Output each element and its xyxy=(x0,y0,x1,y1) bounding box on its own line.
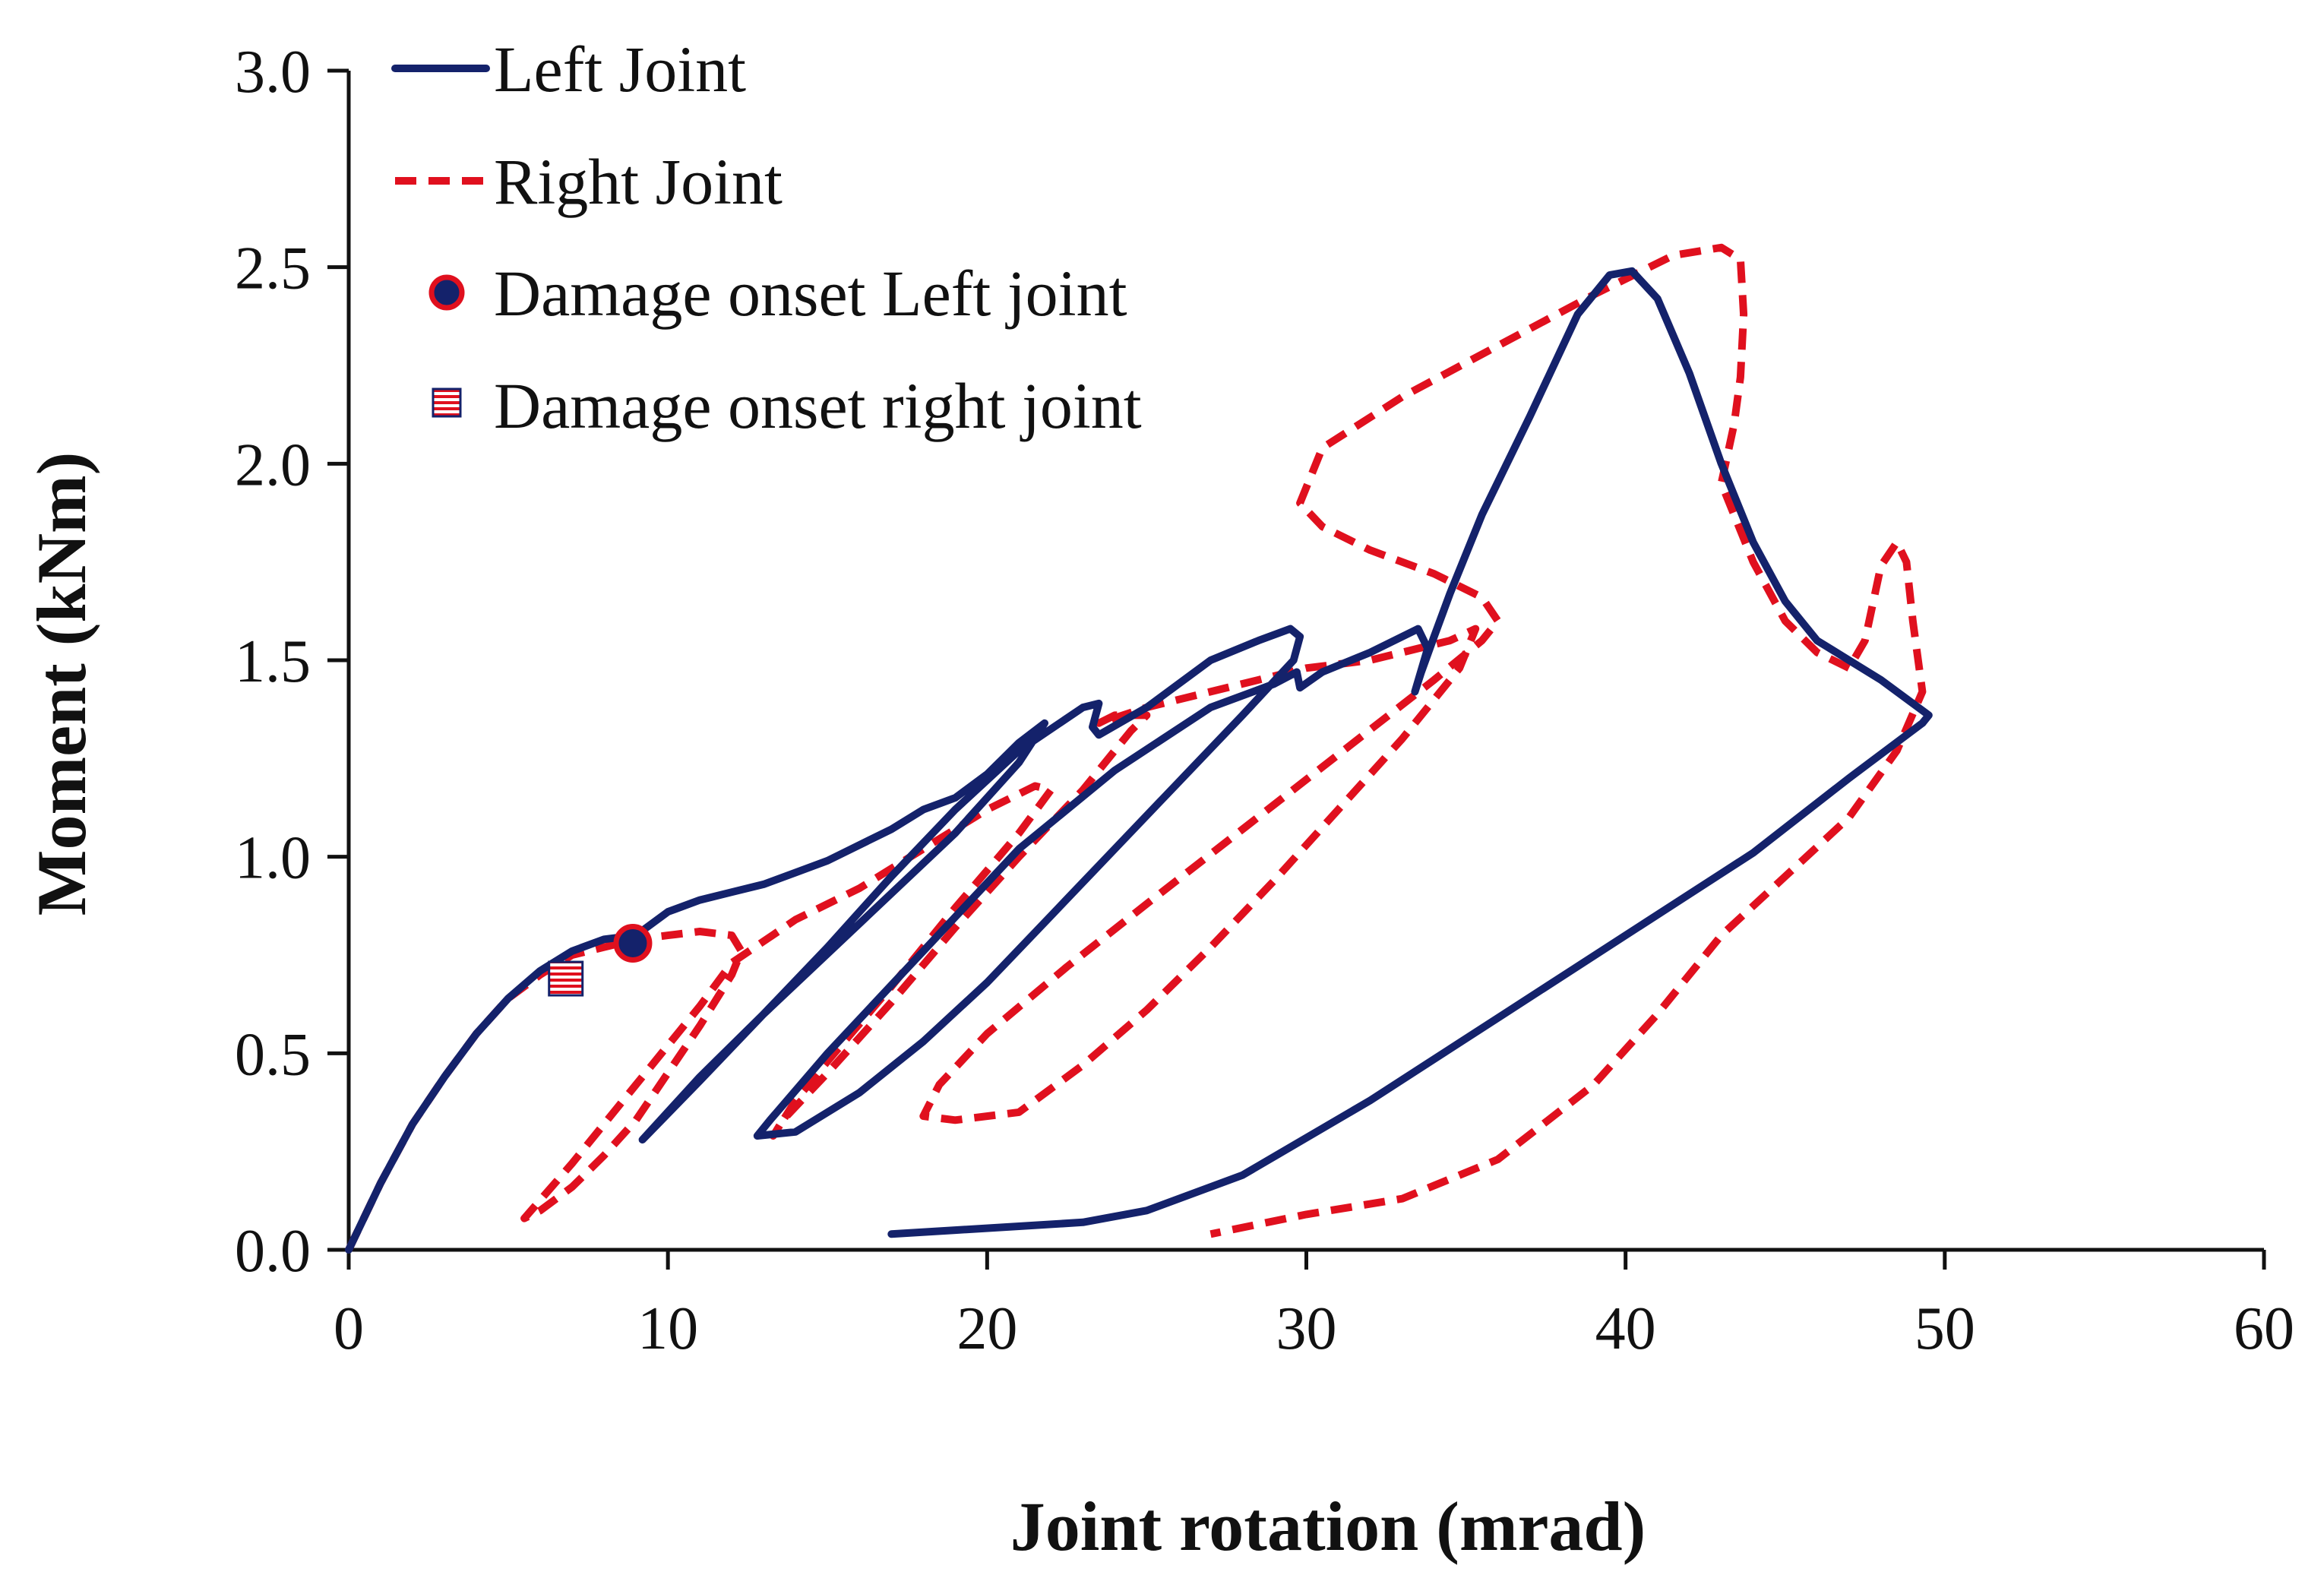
x-ticks: 0 10 20 30 40 50 60 xyxy=(334,1250,2294,1362)
x-tick-label: 30 xyxy=(1276,1295,1337,1362)
y-tick-label: 0.5 xyxy=(235,1021,311,1088)
y-tick-label: 1.5 xyxy=(235,628,311,695)
y-axis-title: Moment (kNm) xyxy=(23,452,100,916)
legend-right-joint-label: Right Joint xyxy=(494,145,783,218)
y-tick-label: 2.0 xyxy=(235,432,311,498)
legend-damage-right-swatch xyxy=(432,387,462,418)
x-tick-label: 0 xyxy=(334,1295,364,1362)
legend: Left Joint Right Joint Damage onset Left… xyxy=(391,33,1142,442)
axes: 0 10 20 30 40 50 60 0.0 0.5 1.0 1.5 2.0 2.5 3.0 xyxy=(235,39,2294,1362)
x-tick-label: 50 xyxy=(1915,1295,1975,1362)
damage-onset-right-marker xyxy=(548,960,584,997)
marker-layer xyxy=(548,923,653,997)
legend-damage-left-label: Damage onset Left joint xyxy=(494,257,1127,330)
y-tick-label: 0.0 xyxy=(235,1218,311,1285)
x-tick-label: 10 xyxy=(637,1295,698,1362)
x-tick-label: 40 xyxy=(1595,1295,1656,1362)
y-tick-label: 2.5 xyxy=(235,236,311,302)
legend-damage-left-swatch xyxy=(428,274,465,311)
y-ticks: 0.0 0.5 1.0 1.5 2.0 2.5 3.0 xyxy=(235,39,349,1285)
series-layer xyxy=(345,243,1933,1254)
damage-onset-left-marker xyxy=(613,923,653,963)
x-tick-label: 60 xyxy=(2234,1295,2294,1362)
y-tick-label: 1.0 xyxy=(235,825,311,892)
x-tick-label: 20 xyxy=(956,1295,1017,1362)
legend-damage-right-label: Damage onset right joint xyxy=(494,369,1142,442)
series-left-joint-line xyxy=(345,267,1933,1254)
legend-left-joint-label: Left Joint xyxy=(494,33,746,106)
y-tick-label: 3.0 xyxy=(235,39,311,106)
series-right-joint-line xyxy=(345,243,1927,1252)
x-axis-title: Joint rotation (mrad) xyxy=(1010,1488,1646,1565)
